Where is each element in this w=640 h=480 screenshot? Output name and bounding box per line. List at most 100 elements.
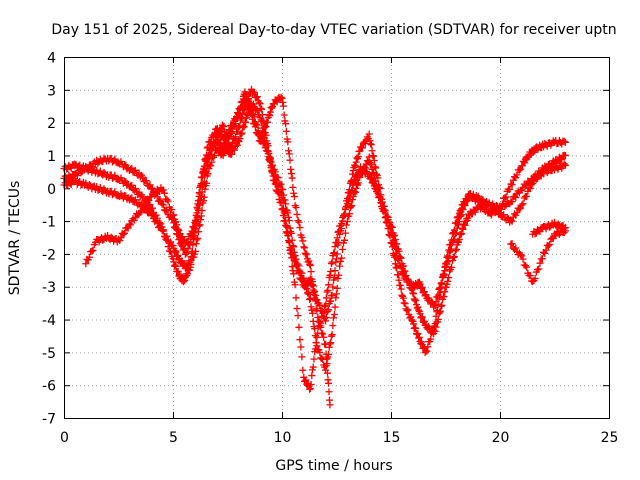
series-track-e <box>507 226 569 285</box>
data-point <box>518 252 526 260</box>
data-point <box>417 314 425 322</box>
data-point <box>139 173 147 181</box>
data-point <box>291 281 299 289</box>
y-tick-label: 0 <box>47 182 56 198</box>
data-point <box>316 348 324 356</box>
data-point <box>338 225 346 233</box>
data-point <box>164 243 172 251</box>
y-tick-label: -5 <box>42 346 56 362</box>
data-point <box>512 244 520 252</box>
data-point <box>552 232 560 240</box>
data-point <box>263 118 271 126</box>
data-point <box>399 292 407 300</box>
data-point <box>310 290 318 298</box>
data-point <box>412 325 420 333</box>
data-point <box>131 185 139 193</box>
data-point <box>386 219 394 227</box>
data-point <box>219 147 227 155</box>
x-tick-label: 15 <box>383 430 401 446</box>
data-point <box>387 222 395 230</box>
data-point <box>519 200 527 208</box>
data-point <box>300 243 308 251</box>
data-point <box>423 347 431 355</box>
data-point <box>418 313 426 321</box>
data-point <box>201 163 209 171</box>
data-point <box>418 284 426 292</box>
data-point <box>100 185 108 193</box>
data-point <box>121 177 129 185</box>
data-point <box>333 250 341 258</box>
data-point <box>253 93 261 101</box>
data-point <box>543 142 551 150</box>
data-point <box>410 290 418 298</box>
data-point <box>162 233 170 241</box>
data-point <box>293 210 301 218</box>
data-point <box>254 131 262 139</box>
data-point <box>337 257 345 265</box>
data-point <box>455 218 463 226</box>
data-point <box>306 260 314 268</box>
data-point <box>503 214 511 222</box>
data-point <box>279 212 287 220</box>
data-point <box>434 291 442 299</box>
data-point <box>271 168 279 176</box>
data-point <box>319 330 327 338</box>
data-point <box>290 189 298 197</box>
data-point <box>162 207 170 215</box>
data-point <box>457 230 465 238</box>
data-point <box>170 211 178 219</box>
data-point <box>259 117 267 125</box>
data-point <box>294 312 302 320</box>
data-point <box>190 224 198 232</box>
data-point <box>292 255 300 263</box>
data-point <box>128 194 136 202</box>
data-point <box>417 284 425 292</box>
data-point <box>318 329 326 337</box>
data-point <box>400 299 408 307</box>
data-point <box>388 224 396 232</box>
data-point <box>268 104 276 112</box>
data-point <box>269 161 277 169</box>
data-point <box>518 201 526 209</box>
data-point <box>395 276 403 284</box>
data-point <box>307 268 315 276</box>
y-axis-label: SDTVAR / TECUs <box>7 181 23 296</box>
data-point <box>333 255 340 263</box>
data-point <box>192 216 200 224</box>
data-point <box>303 250 311 258</box>
data-point <box>193 203 201 211</box>
data-point <box>432 298 440 306</box>
data-point <box>523 192 531 200</box>
data-point <box>354 179 362 187</box>
data-point <box>368 165 376 173</box>
series-track-a <box>60 100 569 393</box>
data-point <box>526 272 534 280</box>
data-point <box>307 380 315 388</box>
data-point <box>394 271 402 279</box>
data-point <box>410 320 418 328</box>
data-point <box>111 171 119 179</box>
data-point <box>554 220 562 228</box>
series-track-d <box>82 88 334 409</box>
data-point <box>330 273 338 281</box>
data-point <box>535 265 543 273</box>
data-point <box>313 342 321 350</box>
data-point <box>306 384 314 392</box>
data-point <box>163 232 171 240</box>
data-point <box>459 206 467 214</box>
data-point <box>512 194 520 202</box>
data-point <box>146 201 154 209</box>
data-point <box>250 89 258 97</box>
data-point <box>351 187 359 195</box>
data-point <box>142 177 150 185</box>
data-point <box>202 179 210 187</box>
data-point <box>410 295 418 303</box>
data-point <box>136 208 144 216</box>
data-point <box>220 123 228 131</box>
data-point <box>445 254 453 262</box>
data-point <box>370 172 378 180</box>
data-point <box>415 306 423 314</box>
data-point <box>538 255 546 263</box>
data-point <box>246 105 254 113</box>
data-point <box>278 205 286 213</box>
